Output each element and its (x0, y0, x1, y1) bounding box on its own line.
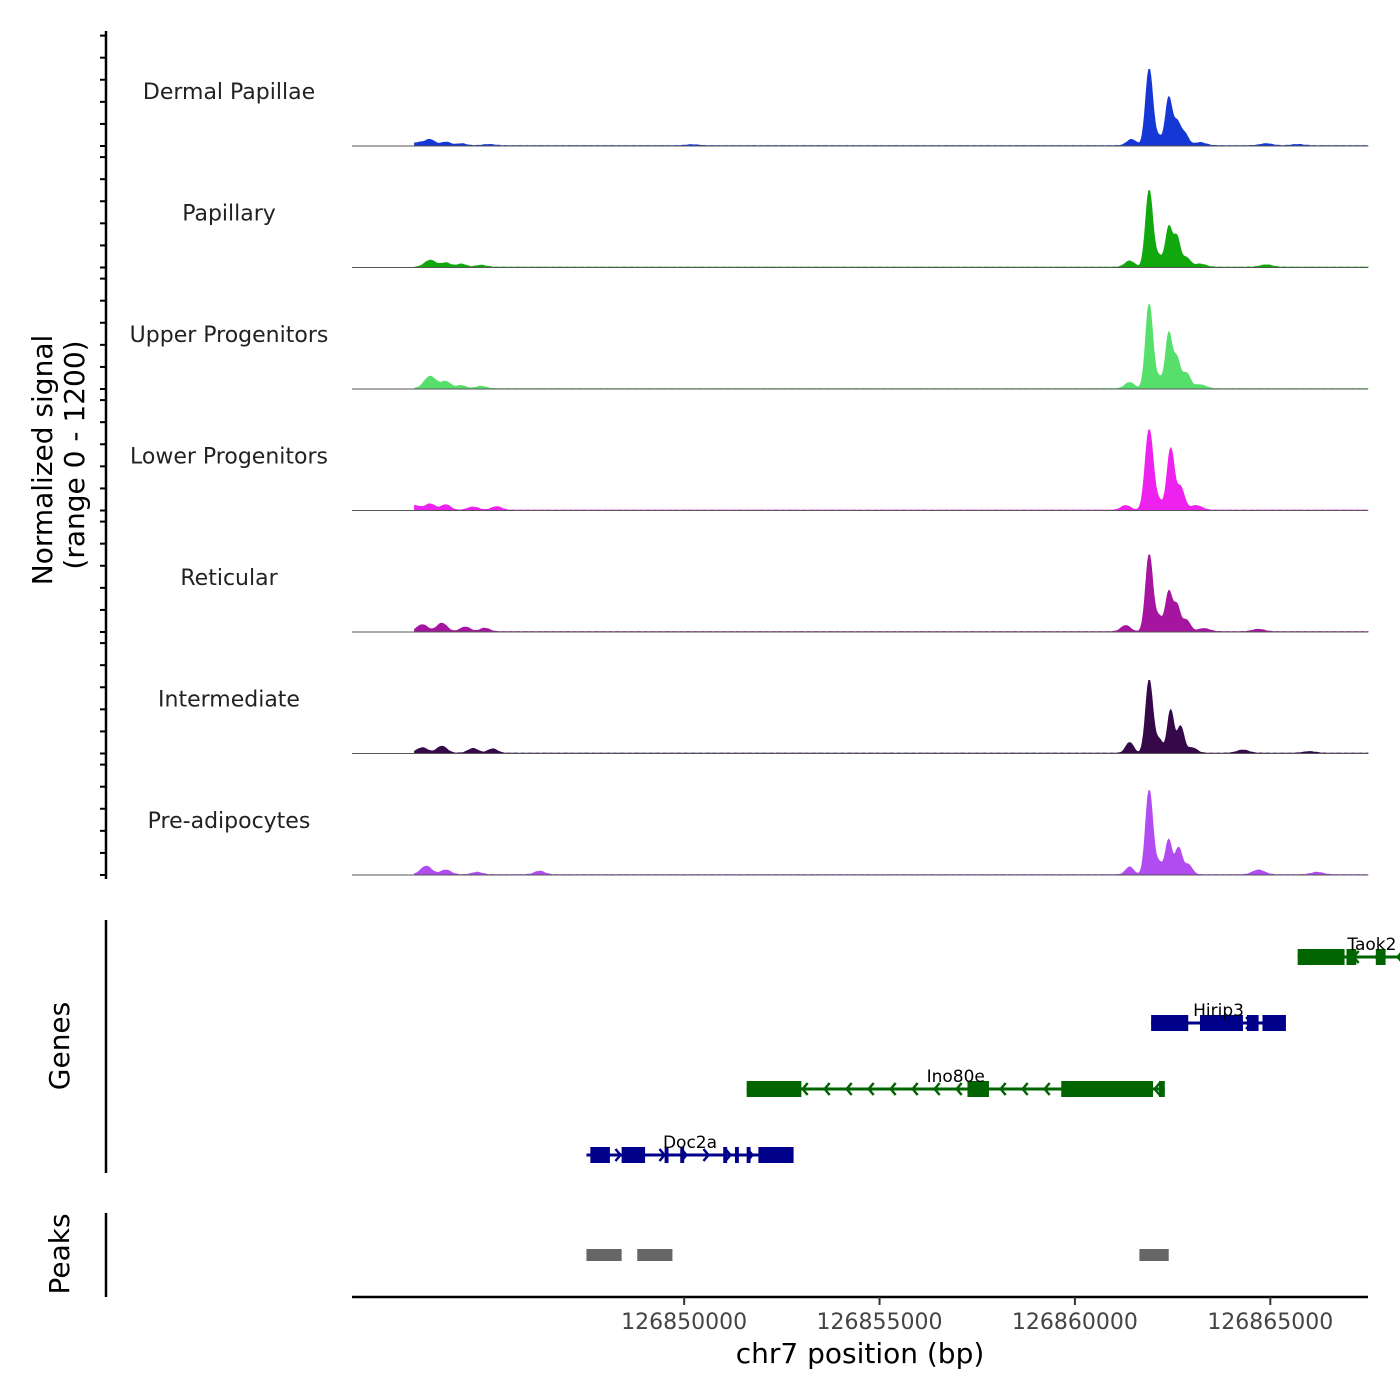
strand-arrow (614, 1148, 623, 1162)
signal-area (414, 790, 1369, 876)
gene-exon (734, 1147, 739, 1163)
strand-arrow (889, 1082, 897, 1096)
gene-name-label: Hirip3 (1193, 1001, 1244, 1021)
strand-arrow (1153, 1082, 1161, 1096)
track-label: Reticular (180, 566, 278, 591)
gene-exon (621, 1147, 646, 1163)
gene-model: Taok2 (1297, 935, 1400, 965)
x-tick-label: 126860000 (1012, 1310, 1138, 1335)
peak-regions (586, 1249, 1169, 1261)
track-label: Upper Progenitors (130, 323, 329, 348)
strand-arrow (933, 1082, 941, 1096)
x-axis-title: chr7 position (bp) (736, 1337, 985, 1370)
strand-arrow (658, 1148, 667, 1162)
x-axis-ticks: 1268500001268550001268600001268650001268… (621, 1297, 1333, 1335)
gene-exon (1158, 1081, 1165, 1097)
gene-name-label: Ino80e (927, 1067, 985, 1087)
gene-exon (1151, 1015, 1189, 1031)
signal-area (414, 69, 1369, 147)
gene-annotations: Taok2 Hirip3 Ino80e Doc2a (586, 935, 1400, 1163)
coverage-track: Papillary (182, 190, 1369, 268)
coverage-tracks: Dermal Papillae Papillary Upper Progenitor… (130, 69, 1369, 876)
coverage-track: Lower Progenitors (130, 429, 1369, 511)
peaks-axis-title: Peaks (43, 1213, 76, 1294)
x-tick-label: 126865000 (1207, 1310, 1333, 1335)
strand-arrow (999, 1082, 1007, 1096)
strand-arrow (702, 1148, 711, 1162)
gene-exon (758, 1147, 794, 1163)
x-tick-label: 126850000 (621, 1310, 747, 1335)
gene-exon (746, 1147, 751, 1163)
gene-exon (664, 1147, 669, 1163)
signal-area (414, 554, 1369, 633)
gene-name-label: Doc2a (663, 1133, 717, 1153)
coverage-track: Pre-adipocytes (148, 790, 1369, 876)
track-label: Dermal Papillae (143, 80, 315, 105)
track-label: Intermediate (158, 688, 300, 713)
gene-exon (590, 1147, 610, 1163)
coverage-track: Dermal Papillae (143, 69, 1369, 147)
gene-exon (1375, 949, 1386, 965)
peak-region (1139, 1249, 1169, 1261)
gene-exon (1346, 949, 1357, 965)
strand-arrow (1043, 1082, 1051, 1096)
gene-exon (1297, 949, 1345, 965)
strand-arrow (867, 1082, 875, 1096)
gene-exon (967, 1081, 989, 1097)
peak-region (637, 1249, 673, 1261)
coverage-track: Reticular (180, 554, 1369, 633)
coverage-y-axis (100, 31, 108, 879)
strand-arrow (1021, 1082, 1029, 1096)
gene-name-label: Taok2 (1346, 935, 1396, 955)
signal-area (414, 190, 1369, 268)
track-label: Pre-adipocytes (148, 809, 311, 834)
gene-exon (1061, 1081, 1154, 1097)
signal-area (414, 304, 1369, 390)
y-axis-title-line2: (range 0 - 1200) (58, 340, 91, 569)
strand-arrow (911, 1082, 919, 1096)
strand-arrow (955, 1082, 963, 1096)
track-label: Papillary (182, 202, 276, 227)
gene-exon (723, 1147, 728, 1163)
gene-exon (746, 1081, 802, 1097)
signal-area (414, 680, 1369, 754)
signal-area (414, 429, 1369, 511)
y-axis-title-line1: Normalized signal (26, 335, 59, 586)
y-axis-title: Normalized signal (range 0 - 1200) (26, 335, 91, 586)
strand-arrow (823, 1082, 831, 1096)
peak-region (586, 1249, 622, 1261)
strand-arrow (1396, 952, 1400, 962)
gene-model: Ino80e (746, 1067, 1165, 1097)
strand-arrow (845, 1082, 853, 1096)
gene-exon (1246, 1015, 1259, 1031)
coverage-track: Upper Progenitors (130, 304, 1369, 390)
track-label: Lower Progenitors (130, 445, 328, 470)
genes-axis-title: Genes (43, 1002, 76, 1090)
gene-model: Hirip3 (1151, 1001, 1286, 1031)
coverage-track: Intermediate (158, 680, 1369, 754)
gene-exon (1262, 1015, 1286, 1031)
strand-arrow (801, 1082, 809, 1096)
x-tick-label: 126855000 (817, 1310, 943, 1335)
gene-model: Doc2a (586, 1133, 794, 1163)
gene-exon (1199, 1015, 1243, 1031)
gene-exon (680, 1147, 685, 1163)
